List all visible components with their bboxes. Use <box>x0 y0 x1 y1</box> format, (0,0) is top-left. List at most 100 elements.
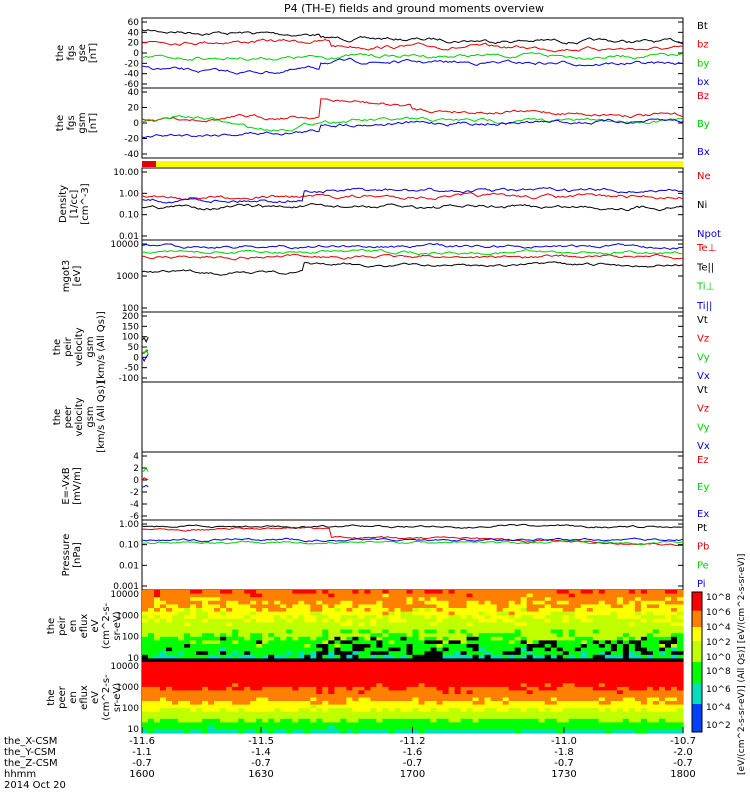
spec-cell <box>292 600 299 605</box>
spec-cell <box>574 629 582 634</box>
spec-cell <box>238 722 245 727</box>
spec-cell <box>412 729 420 734</box>
spec-cell <box>382 626 389 631</box>
colorbar-step <box>692 627 702 630</box>
spec-cell <box>412 608 420 613</box>
spec-cell <box>424 672 432 677</box>
spec-cell <box>322 608 329 613</box>
legend-efield-Ex: Ex <box>697 509 709 520</box>
spec-cell <box>550 658 558 663</box>
spec-cell <box>400 647 408 652</box>
spec-cell <box>604 636 612 641</box>
spec-cell <box>652 654 660 659</box>
spec-cell <box>262 604 269 609</box>
spec-cell <box>328 704 335 709</box>
spec-cell <box>460 708 468 713</box>
spec-cell <box>280 622 287 627</box>
spec-cell <box>322 701 329 706</box>
spec-cell <box>376 718 383 723</box>
series-Te <box>141 253 684 261</box>
spec-cell <box>616 697 624 702</box>
spec-cell <box>671 679 678 684</box>
spec-cell <box>568 672 576 677</box>
spec-cell <box>238 669 245 674</box>
spec-cell <box>346 669 353 674</box>
spec-cell <box>286 669 293 674</box>
spec-cell <box>568 662 576 667</box>
spec-cell <box>262 600 269 605</box>
spec-cell <box>574 622 582 627</box>
spec-cell <box>436 629 444 634</box>
spec-cell <box>388 729 396 734</box>
spec-cell <box>244 665 251 670</box>
spec-cell <box>520 633 528 638</box>
spec-cell <box>292 718 299 723</box>
spec-cell <box>430 626 438 631</box>
spec-cell <box>382 662 389 667</box>
spec-cell <box>502 647 510 652</box>
spec-cell <box>472 626 480 631</box>
ytick-label: -100 <box>119 374 140 384</box>
panel-frame-efield <box>141 451 684 521</box>
spec-cell <box>466 676 474 681</box>
spec-cell <box>622 672 630 677</box>
spec-cell <box>382 694 389 699</box>
spec-cell <box>616 647 624 652</box>
spec-cell <box>388 672 396 677</box>
spec-cell <box>544 711 552 716</box>
spec-cell <box>352 697 359 702</box>
spec-cell <box>316 690 323 695</box>
spec-cell <box>628 636 636 641</box>
spec-cell <box>232 600 239 605</box>
spec-cell <box>358 644 365 649</box>
spec-cell <box>634 611 642 616</box>
spec-cell <box>208 715 215 720</box>
spec-cell <box>418 669 426 674</box>
spec-cell <box>286 694 293 699</box>
spec-cell <box>514 597 522 602</box>
spec-cell <box>466 615 474 620</box>
spec-cell <box>394 708 402 713</box>
spec-cell <box>274 690 281 695</box>
spec-cell <box>382 647 389 652</box>
spec-cell <box>448 622 456 627</box>
spec-cell <box>454 658 462 663</box>
spec-cell <box>388 644 396 649</box>
spec-cell <box>418 722 426 727</box>
colorbar-step <box>692 622 702 626</box>
spec-cell <box>274 669 281 674</box>
spec-cell <box>616 665 624 670</box>
spec-cell <box>634 636 642 641</box>
spec-cell <box>472 604 480 609</box>
spec-cell <box>562 662 570 667</box>
spec-cell <box>238 701 245 706</box>
spec-cell <box>238 590 245 595</box>
spec-cell <box>454 701 462 706</box>
spec-cell <box>622 715 630 720</box>
spec-cell <box>244 608 251 613</box>
spec-cell <box>532 636 540 641</box>
spec-cell <box>430 725 438 730</box>
spec-cell <box>454 718 462 723</box>
spec-cell <box>544 600 552 605</box>
spec-cell <box>472 722 480 727</box>
spec-cell <box>268 715 275 720</box>
spec-cell <box>406 683 414 688</box>
spec-cell <box>532 597 540 602</box>
spec-cell <box>232 669 239 674</box>
spec-cell <box>514 644 522 649</box>
spec-cell <box>622 690 630 695</box>
spec-cell <box>556 704 564 709</box>
spec-cell <box>466 654 474 659</box>
colorbar-tick: 10^6 <box>706 608 731 618</box>
spec-cell <box>448 711 456 716</box>
spec-cell <box>172 686 179 691</box>
spec-cell <box>526 725 534 730</box>
spec-cell <box>598 593 606 598</box>
spec-cell <box>352 615 359 620</box>
spec-cell <box>562 725 570 730</box>
spec-cell <box>424 676 432 681</box>
spec-cell <box>220 647 227 652</box>
spec-cell <box>310 590 317 595</box>
spec-cell <box>418 651 426 656</box>
